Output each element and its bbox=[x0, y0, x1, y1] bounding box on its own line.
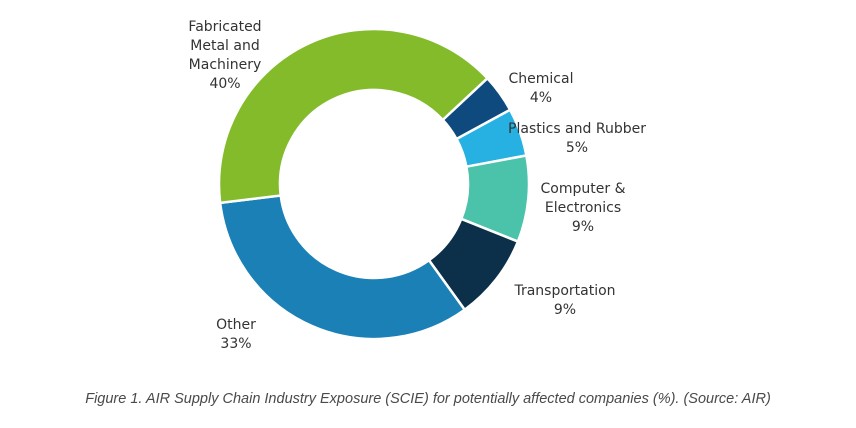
slice-label-text: Plastics and Rubber bbox=[508, 121, 646, 137]
slice-label-text: Machinery bbox=[188, 57, 262, 73]
donut-chart bbox=[217, 27, 531, 341]
slice-value-label: 5% bbox=[565, 140, 589, 156]
slice-label: Chemical 4% bbox=[509, 70, 574, 108]
slice-label-text: Metal and bbox=[190, 38, 260, 54]
donut-slice-other bbox=[218, 194, 467, 341]
donut-slice-fabricated-metal-and-machinery bbox=[217, 27, 490, 205]
slice-label: Fabricated Metal and Machinery 40% bbox=[188, 18, 261, 94]
slice-label: Transportation 9% bbox=[514, 282, 615, 320]
figure-caption: Figure 1. AIR Supply Chain Industry Expo… bbox=[85, 391, 771, 407]
slice-label-text: Computer & bbox=[540, 181, 626, 197]
slice-label-text: Fabricated bbox=[188, 19, 262, 35]
slice-value-label: 4% bbox=[529, 90, 553, 106]
slice-value-label: 33% bbox=[220, 336, 252, 352]
slice-value-label: 9% bbox=[553, 302, 577, 318]
slice-label-text: Other bbox=[216, 317, 256, 333]
slice-label-text: Transportation bbox=[514, 283, 616, 299]
slice-label: Computer & Electronics 9% bbox=[541, 180, 626, 237]
slice-label-text: Chemical bbox=[508, 71, 574, 87]
slice-label: Other 33% bbox=[216, 316, 256, 354]
slice-value-label: 9% bbox=[571, 219, 595, 235]
slice-value-label: 40% bbox=[209, 76, 241, 92]
slice-label: Plastics and Rubber 5% bbox=[508, 120, 646, 158]
slice-label-text: Electronics bbox=[544, 200, 622, 216]
